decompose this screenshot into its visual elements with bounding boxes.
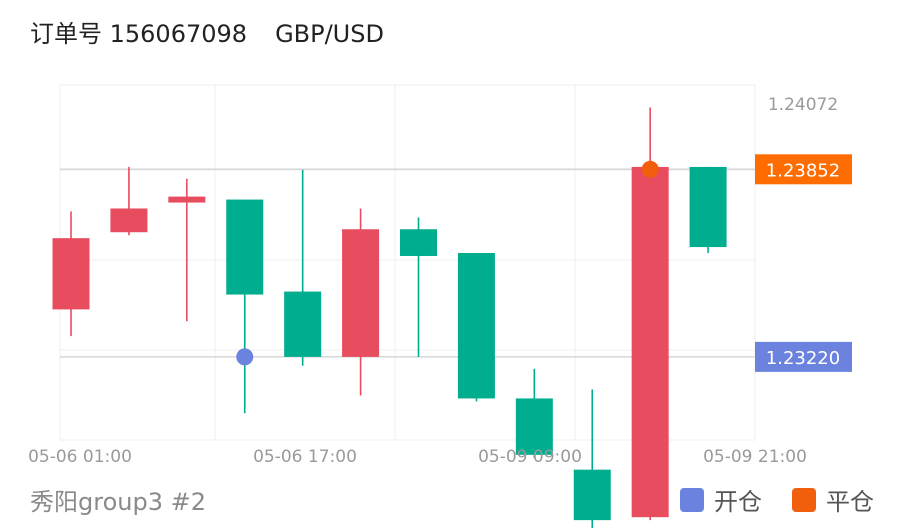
x-tick-label: 05-09 21:00 bbox=[703, 447, 807, 467]
candle-body bbox=[52, 238, 90, 310]
x-tick-label: 05-06 17:00 bbox=[253, 447, 357, 467]
chart-header: 订单号 156067098 GBP/USD bbox=[30, 14, 384, 49]
x-axis: 05-06 01:00 05-06 17:00 05-09 09:00 05-09 2… bbox=[28, 447, 807, 467]
price-label-bg-open bbox=[755, 341, 852, 372]
close-marker bbox=[641, 160, 659, 178]
y-tick-label: 1.24072 bbox=[768, 95, 838, 115]
candle-body bbox=[110, 208, 148, 233]
price-label-close: 1.23852 bbox=[766, 160, 840, 181]
open-swatch bbox=[680, 487, 704, 512]
close-swatch bbox=[792, 487, 816, 512]
legend: 开仓 平仓 bbox=[650, 482, 874, 517]
legend-item-close: 平仓 bbox=[792, 482, 874, 517]
candles bbox=[52, 107, 727, 528]
symbol-label: GBP/USD bbox=[275, 20, 384, 48]
account-label: 秀阳group3 #2 bbox=[30, 488, 206, 516]
candle-body bbox=[457, 253, 495, 399]
legend-item-open: 开仓 bbox=[680, 482, 762, 517]
candle-body bbox=[573, 469, 611, 521]
candle-body bbox=[342, 229, 380, 357]
candle-body bbox=[631, 166, 669, 518]
y-axis: 1.24072 1.23852 1.23220 bbox=[755, 95, 852, 372]
open-marker bbox=[236, 348, 254, 366]
x-tick-label: 05-06 01:00 bbox=[28, 447, 132, 467]
legend-close-label: 平仓 bbox=[826, 488, 874, 516]
order-number: 订单号 156067098 bbox=[30, 20, 248, 48]
candle-body bbox=[689, 166, 727, 248]
candle-body bbox=[400, 229, 437, 256]
candle-body bbox=[284, 291, 322, 357]
trade-markers bbox=[236, 160, 659, 366]
price-label-bg-close bbox=[755, 154, 852, 185]
candle-body bbox=[515, 398, 553, 455]
candle-body bbox=[226, 199, 264, 295]
price-label-open: 1.23220 bbox=[766, 348, 840, 369]
x-tick-label: 05-09 09:00 bbox=[478, 447, 582, 467]
candle-body bbox=[168, 196, 206, 203]
legend-open-label: 开仓 bbox=[714, 488, 762, 516]
